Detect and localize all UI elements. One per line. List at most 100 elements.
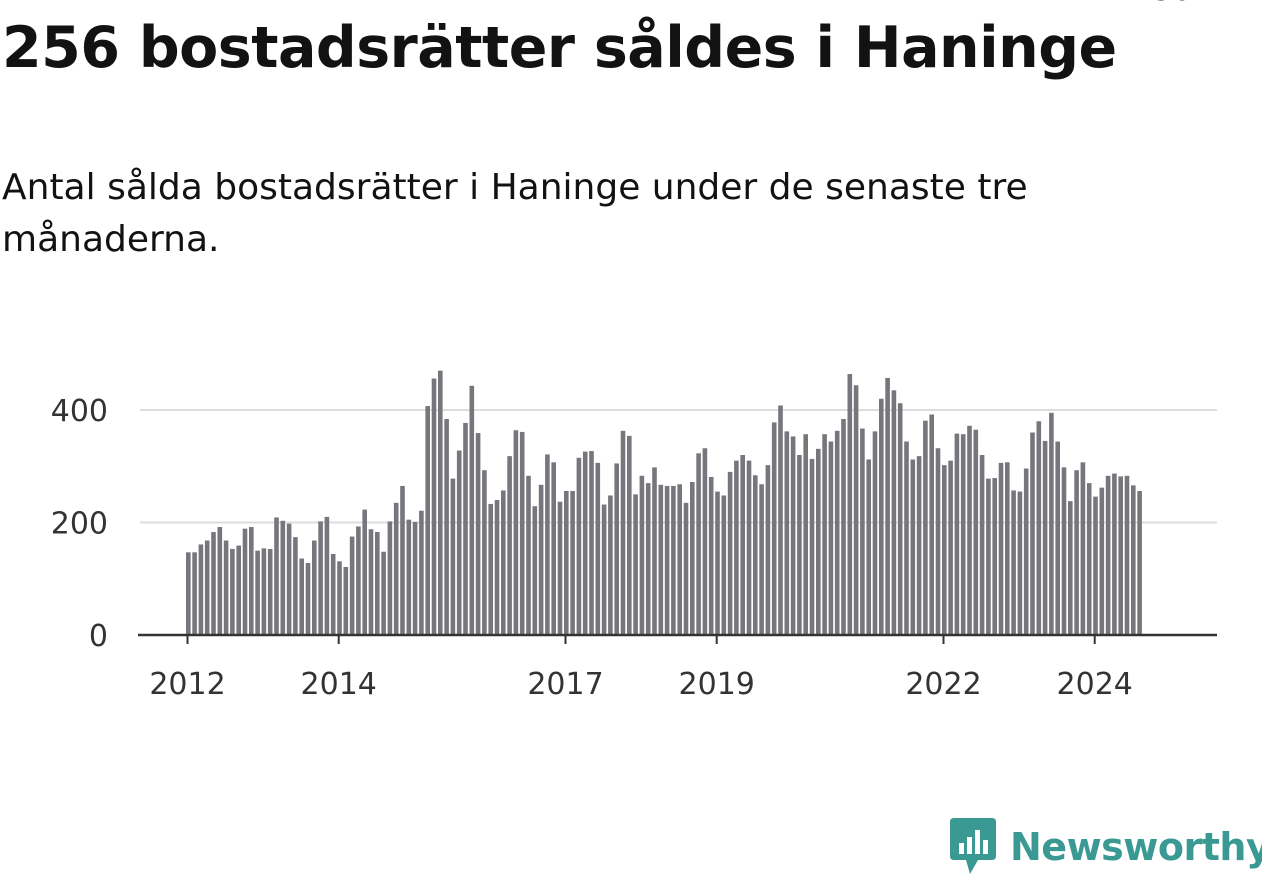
bar (305, 563, 311, 635)
bar (400, 485, 405, 635)
bar (1017, 491, 1023, 635)
x-tick-label-2017: 2017 (527, 667, 603, 702)
bar (960, 434, 966, 635)
bar (771, 422, 777, 636)
bar (261, 548, 267, 636)
bar (375, 532, 380, 635)
bar (822, 434, 827, 635)
bar (885, 377, 890, 635)
bar (633, 494, 638, 636)
bar (696, 453, 701, 635)
bar (715, 491, 720, 635)
bar (450, 478, 456, 636)
bar (834, 430, 840, 635)
bar (1124, 475, 1130, 635)
x-tick-label-2019: 2019 (679, 667, 755, 702)
bar (557, 501, 563, 635)
bar (727, 471, 733, 636)
bar (356, 526, 361, 635)
bar (740, 455, 745, 635)
bar (1042, 440, 1048, 635)
bar (236, 545, 241, 635)
bar (494, 500, 500, 635)
bar (866, 459, 871, 635)
bar (192, 552, 197, 635)
bar (1074, 470, 1079, 635)
bar (923, 420, 928, 635)
bar (230, 548, 235, 635)
bar (1023, 468, 1029, 635)
bar (904, 441, 909, 635)
bar (406, 519, 412, 635)
bars (186, 370, 1142, 636)
bar (652, 467, 657, 636)
bar (753, 475, 758, 635)
bar (809, 458, 815, 635)
bar (797, 455, 802, 635)
bar (545, 454, 550, 635)
bar (299, 558, 304, 635)
bar (280, 520, 286, 635)
bar (482, 470, 487, 635)
bar (507, 456, 512, 636)
bar (1137, 491, 1142, 635)
bar (538, 484, 544, 635)
bar (627, 435, 632, 636)
bar (891, 390, 897, 635)
y-tick-label-400: 400 (51, 394, 108, 429)
bar (1030, 432, 1035, 635)
bar (967, 425, 972, 635)
bar (1080, 462, 1086, 635)
bar (318, 521, 323, 636)
bar (223, 540, 229, 635)
bar (349, 536, 355, 635)
bar (671, 485, 676, 635)
bar (564, 491, 569, 635)
bar (1099, 487, 1105, 636)
bar (381, 551, 386, 635)
bar (828, 441, 834, 635)
bar (431, 378, 437, 635)
bar (438, 370, 443, 636)
bar (204, 540, 210, 635)
bar (1093, 496, 1098, 636)
bar (1036, 421, 1042, 635)
bar (1086, 483, 1092, 636)
bar (708, 476, 714, 635)
bar (1105, 475, 1111, 635)
bar (242, 528, 248, 635)
bar (847, 374, 853, 635)
bar (444, 419, 449, 635)
chart-title: 256 bostadsrätter såldes i Haninge (2, 15, 1117, 81)
bar (570, 491, 575, 635)
bar (475, 433, 481, 635)
bar (721, 495, 727, 635)
bar (601, 504, 607, 635)
bar (362, 509, 367, 635)
x-tick-label-2014: 2014 (301, 667, 377, 702)
bar (488, 503, 493, 635)
x-tick-label-2024: 2024 (1057, 667, 1133, 702)
y-tick-label-0: 0 (89, 619, 108, 654)
bar (664, 485, 670, 635)
labels: 0 200 400 2012 2014 2017 2019 2022 2024 256 (51, 0, 1191, 702)
bar (1055, 441, 1060, 635)
bar (942, 465, 947, 636)
bar (746, 460, 752, 636)
bar (702, 448, 708, 635)
bar (973, 429, 979, 635)
bar (784, 431, 790, 636)
bar (916, 456, 922, 636)
bar (1112, 473, 1117, 635)
bar (519, 431, 525, 635)
bar (614, 463, 619, 635)
bar (198, 544, 204, 635)
bar (255, 550, 260, 636)
bar (526, 475, 531, 635)
bar (608, 495, 613, 635)
bar (1011, 490, 1016, 635)
bar (816, 448, 821, 635)
bar (343, 566, 349, 635)
bar (469, 385, 475, 635)
